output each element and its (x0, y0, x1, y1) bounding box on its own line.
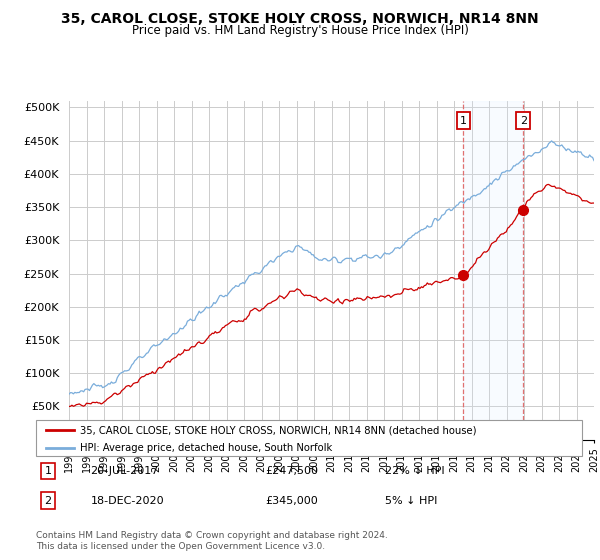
Text: 1: 1 (44, 466, 52, 476)
Text: 1: 1 (460, 116, 467, 126)
Text: 5% ↓ HPI: 5% ↓ HPI (385, 496, 438, 506)
Text: Contains HM Land Registry data © Crown copyright and database right 2024.: Contains HM Land Registry data © Crown c… (36, 531, 388, 540)
Text: 2: 2 (520, 116, 527, 126)
Text: 22% ↓ HPI: 22% ↓ HPI (385, 466, 445, 476)
Bar (463, 101, 523, 440)
Text: £247,500: £247,500 (265, 466, 319, 476)
Text: 35, CAROL CLOSE, STOKE HOLY CROSS, NORWICH, NR14 8NN: 35, CAROL CLOSE, STOKE HOLY CROSS, NORWI… (61, 12, 539, 26)
Text: This data is licensed under the Open Government Licence v3.0.: This data is licensed under the Open Gov… (36, 542, 325, 550)
Text: HPI: Average price, detached house, South Norfolk: HPI: Average price, detached house, Sout… (80, 442, 332, 452)
Text: 35, CAROL CLOSE, STOKE HOLY CROSS, NORWICH, NR14 8NN (detached house): 35, CAROL CLOSE, STOKE HOLY CROSS, NORWI… (80, 425, 476, 435)
Text: 2: 2 (44, 496, 52, 506)
Text: 20-JUL-2017: 20-JUL-2017 (91, 466, 159, 476)
Text: £345,000: £345,000 (265, 496, 318, 506)
Text: 18-DEC-2020: 18-DEC-2020 (91, 496, 164, 506)
Text: Price paid vs. HM Land Registry's House Price Index (HPI): Price paid vs. HM Land Registry's House … (131, 24, 469, 36)
